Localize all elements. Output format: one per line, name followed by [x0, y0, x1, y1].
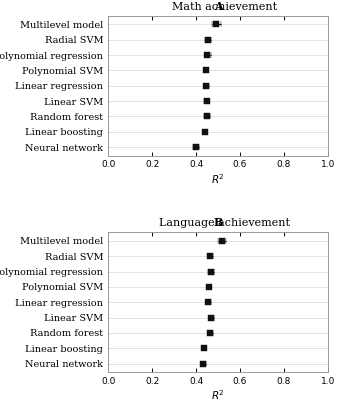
Text: B: B: [213, 217, 223, 228]
Text: A: A: [214, 1, 222, 12]
Title: A  Math achievement: A Math achievement: [0, 399, 1, 400]
X-axis label: $R^2$: $R^2$: [211, 172, 225, 186]
X-axis label: $R^2$: $R^2$: [211, 389, 225, 400]
Text: Language achievement: Language achievement: [152, 218, 290, 228]
Title: B  Language achievement: B Language achievement: [0, 399, 1, 400]
Text: Math achievement: Math achievement: [165, 2, 277, 12]
